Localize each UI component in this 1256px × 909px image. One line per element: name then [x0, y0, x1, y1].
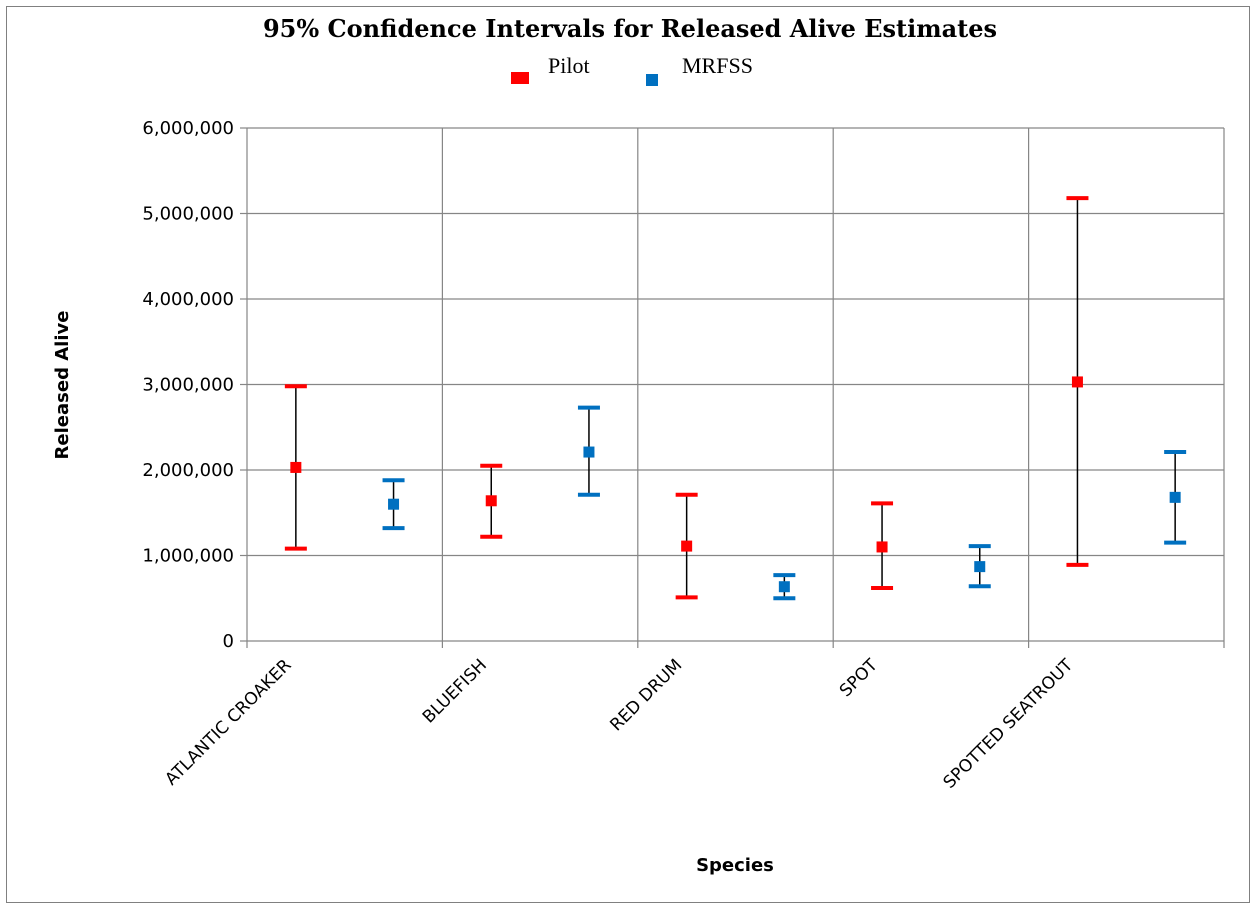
- gridlines: [246, 127, 1225, 642]
- y-tick-label: 4,000,000: [142, 289, 234, 310]
- pilot-estimate-point-atlantic-croaker: [290, 461, 302, 473]
- chart-title: 95% Confidence Intervals for Released Al…: [263, 14, 997, 43]
- y-axis-title: Released Alive: [52, 311, 73, 460]
- data-marks: [284, 196, 1187, 601]
- mrfss-estimate-point-red-drum: [778, 581, 790, 593]
- mrfss-estimate-point-spot: [974, 561, 986, 573]
- pilot-estimate-point-spotted-seatrout: [1071, 376, 1083, 388]
- y-tick-label: 6,000,000: [142, 118, 234, 139]
- chart-border: [6, 6, 1250, 903]
- y-tick-label: 5,000,000: [142, 204, 234, 225]
- y-tick-label: 3,000,000: [142, 375, 234, 396]
- mrfss-estimate-point-atlantic-croaker: [388, 498, 400, 510]
- y-tick-label: 1,000,000: [142, 546, 234, 567]
- mrfss-estimate-point-bluefish: [583, 446, 595, 458]
- legend-label-mrfss: MRFSS: [682, 53, 753, 78]
- legend-label-pilot: Pilot: [548, 53, 590, 78]
- y-tick-label: 2,000,000: [142, 460, 234, 481]
- y-axis-ticks: 0 1,000,000 2,000,000 3,000,000 4,000,000 5,0…: [142, 118, 247, 652]
- legend-marker-pilot: [511, 72, 529, 84]
- pilot-estimate-point-spot: [876, 541, 888, 553]
- pilot-estimate-point-red-drum: [681, 540, 693, 552]
- pilot-estimate-point-bluefish: [485, 495, 497, 507]
- x-axis-title: Species: [696, 855, 774, 876]
- y-tick-label: 0: [223, 631, 234, 652]
- legend-marker-mrfss: [646, 74, 658, 86]
- mrfss-estimate-point-spotted-seatrout: [1169, 491, 1181, 503]
- legend: Pilot MRFSS: [511, 53, 753, 86]
